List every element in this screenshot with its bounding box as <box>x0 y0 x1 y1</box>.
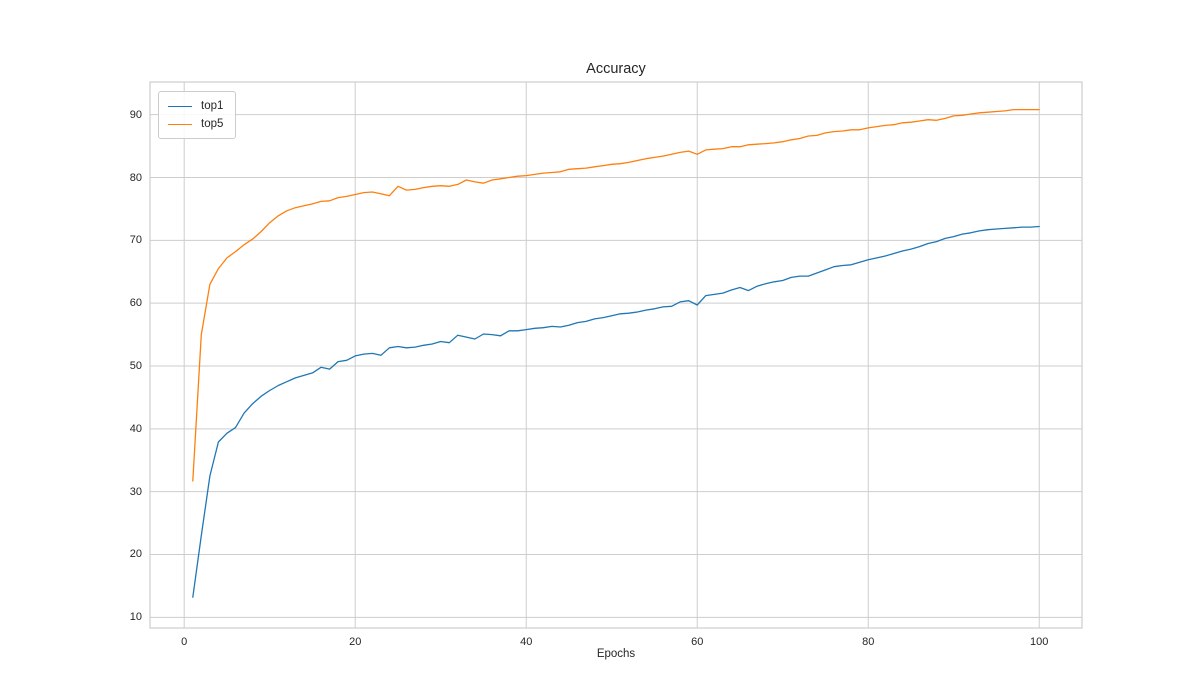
top1-line <box>192 225 1040 598</box>
top1-line-swatch <box>168 105 192 107</box>
y-tick-label-90: 90 <box>129 108 142 121</box>
y-tick-label-60: 60 <box>129 297 142 310</box>
x-tick-label-100: 100 <box>1030 636 1049 648</box>
x-tick-label-80: 80 <box>862 636 875 648</box>
x-tick-label-20: 20 <box>349 636 362 648</box>
x-tick-label-60: 60 <box>691 636 704 648</box>
y-tick-label-10: 10 <box>129 611 142 624</box>
legend-label-top1: top1 <box>201 100 224 112</box>
top5-line-swatch <box>168 123 192 125</box>
x-axis-label: Epochs <box>596 648 636 660</box>
top5-line <box>192 108 1040 482</box>
y-tick-label-30: 30 <box>129 485 142 498</box>
x-tick-label-0: 0 <box>181 636 188 648</box>
y-tick-label-80: 80 <box>129 171 142 184</box>
x-tick-label-40: 40 <box>520 636 533 648</box>
y-tick-label-40: 40 <box>129 422 142 435</box>
legend-item-top1: top1 <box>168 97 223 115</box>
chart-title: Accuracy <box>586 61 646 77</box>
legend: top1 top5 <box>158 91 237 139</box>
legend-item-top5: top5 <box>168 115 223 133</box>
legend-label-top5: top5 <box>201 118 224 130</box>
y-tick-label-70: 70 <box>129 234 142 247</box>
y-tick-label-50: 50 <box>129 359 142 372</box>
plot-border <box>149 81 1083 629</box>
y-tick-label-20: 20 <box>129 548 142 561</box>
